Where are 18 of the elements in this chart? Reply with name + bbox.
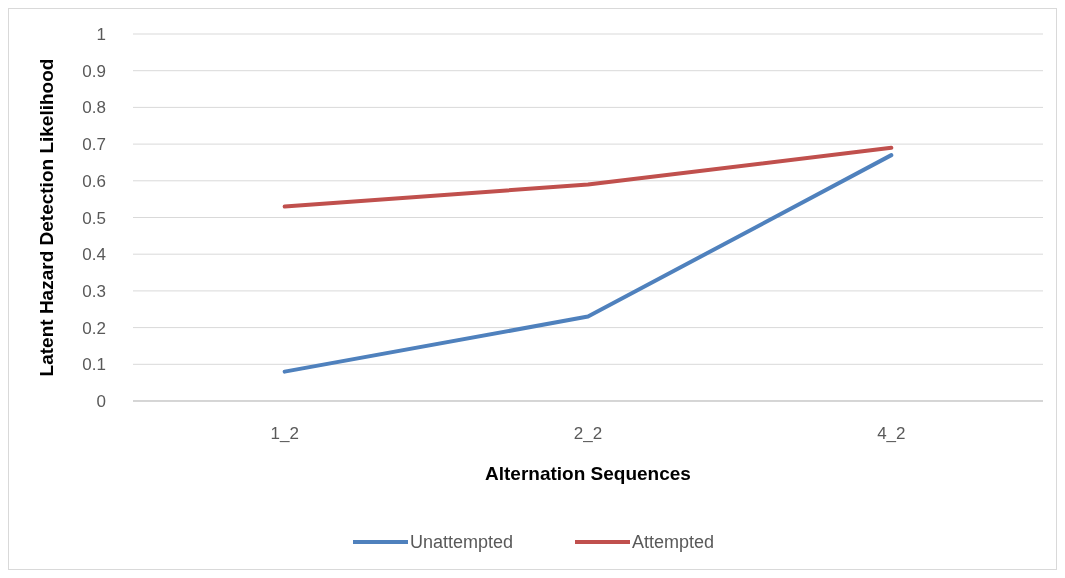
- x-tick-label: 2_2: [573, 424, 603, 443]
- x-tick-label: 1_2: [270, 424, 299, 443]
- y-tick-label: 0.4: [82, 245, 106, 265]
- y-tick-label: 0.6: [82, 171, 106, 191]
- legend-label: Attempted: [632, 532, 715, 552]
- y-tick-label: 0.3: [82, 281, 106, 301]
- y-tick-label: 0: [96, 392, 106, 411]
- y-tick-label: 0.5: [82, 208, 106, 228]
- x-tick-label: 4_2: [877, 424, 906, 443]
- y-tick-label: 0.1: [82, 355, 106, 375]
- x-axis-title: Alternation Sequences: [485, 463, 691, 484]
- y-tick-label: 0.7: [82, 135, 106, 155]
- legend-label: Unattempted: [410, 532, 514, 552]
- y-tick-label: 0.8: [82, 98, 106, 118]
- y-axis-title: Latent Hazard Detection Likelihood: [36, 58, 57, 377]
- y-tick-label: 0.9: [82, 61, 106, 81]
- y-tick-label: 1: [96, 25, 106, 44]
- y-tick-label: 0.2: [82, 318, 106, 338]
